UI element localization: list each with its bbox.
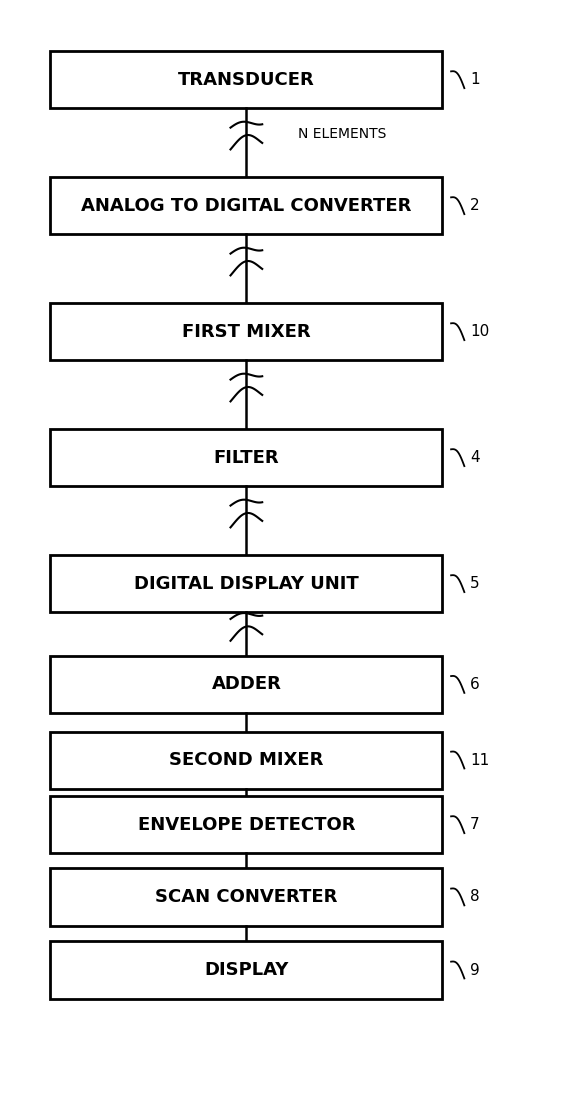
Bar bbox=[50, 868, 442, 926]
Text: 11: 11 bbox=[470, 753, 490, 767]
Text: ANALOG TO DIGITAL CONVERTER: ANALOG TO DIGITAL CONVERTER bbox=[81, 197, 412, 214]
Bar bbox=[50, 555, 442, 612]
Bar bbox=[50, 429, 442, 486]
Bar bbox=[50, 942, 442, 999]
Text: 10: 10 bbox=[470, 324, 490, 340]
Text: SECOND MIXER: SECOND MIXER bbox=[169, 751, 324, 770]
Text: DIGITAL DISPLAY UNIT: DIGITAL DISPLAY UNIT bbox=[134, 575, 359, 593]
Bar bbox=[50, 303, 442, 361]
Text: N ELEMENTS: N ELEMENTS bbox=[298, 127, 387, 142]
Text: 1: 1 bbox=[470, 73, 480, 87]
Text: ADDER: ADDER bbox=[211, 676, 281, 694]
Text: FILTER: FILTER bbox=[214, 449, 279, 467]
Text: FIRST MIXER: FIRST MIXER bbox=[182, 323, 311, 341]
Text: 5: 5 bbox=[470, 576, 480, 591]
Text: 9: 9 bbox=[470, 963, 480, 977]
Text: 4: 4 bbox=[470, 450, 480, 465]
Bar bbox=[50, 796, 442, 853]
Text: 2: 2 bbox=[470, 198, 480, 213]
Bar bbox=[50, 732, 442, 789]
Bar bbox=[50, 51, 442, 108]
Text: 7: 7 bbox=[470, 818, 480, 832]
Text: ENVELOPE DETECTOR: ENVELOPE DETECTOR bbox=[137, 815, 355, 833]
Bar bbox=[50, 178, 442, 235]
Text: 6: 6 bbox=[470, 677, 480, 693]
Text: DISPLAY: DISPLAY bbox=[204, 961, 288, 980]
Text: TRANSDUCER: TRANSDUCER bbox=[178, 70, 315, 88]
Text: SCAN CONVERTER: SCAN CONVERTER bbox=[155, 888, 338, 906]
Text: 8: 8 bbox=[470, 889, 480, 905]
Bar bbox=[50, 656, 442, 713]
